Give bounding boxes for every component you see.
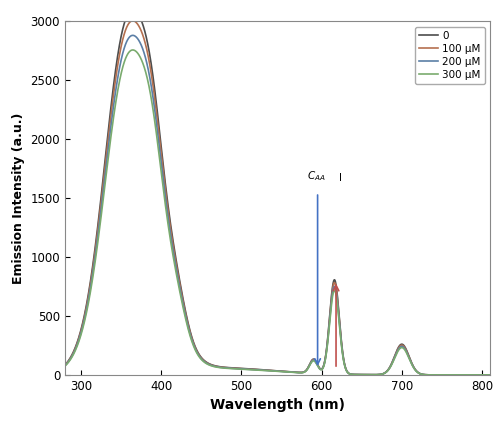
Legend: 0, 100 μM, 200 μM, 300 μM: 0, 100 μM, 200 μM, 300 μM xyxy=(415,26,485,84)
300 μM xyxy=(433,372,439,377)
300 μM xyxy=(130,47,136,52)
100 μM xyxy=(130,18,136,23)
0 xyxy=(130,7,136,12)
100 μM xyxy=(62,363,68,368)
300 μM xyxy=(244,367,250,372)
100 μM xyxy=(110,92,116,98)
0 xyxy=(244,366,250,371)
200 μM xyxy=(130,33,136,38)
Line: 0: 0 xyxy=(65,10,490,375)
100 μM xyxy=(433,372,439,377)
300 μM xyxy=(110,115,116,121)
200 μM xyxy=(479,372,485,377)
X-axis label: Wavelength (nm): Wavelength (nm) xyxy=(210,398,345,412)
100 μM xyxy=(225,365,231,370)
Text: $C_{AA}$: $C_{AA}$ xyxy=(306,169,326,183)
0 xyxy=(433,372,439,377)
200 μM xyxy=(433,372,439,377)
200 μM xyxy=(487,372,493,377)
200 μM xyxy=(225,366,231,371)
0 xyxy=(487,372,493,377)
Y-axis label: Emission Intensity (a.u.): Emission Intensity (a.u.) xyxy=(12,112,25,284)
0 xyxy=(110,83,116,89)
300 μM xyxy=(487,372,493,377)
0 xyxy=(479,372,485,377)
300 μM xyxy=(136,52,142,58)
200 μM xyxy=(244,366,250,371)
300 μM xyxy=(225,366,231,371)
0 xyxy=(136,13,142,18)
Line: 300 μM: 300 μM xyxy=(65,50,490,375)
200 μM xyxy=(110,104,116,109)
100 μM xyxy=(487,372,493,377)
100 μM xyxy=(244,366,250,371)
100 μM xyxy=(479,372,485,377)
300 μM xyxy=(479,372,485,377)
0 xyxy=(62,363,68,368)
300 μM xyxy=(62,363,68,368)
200 μM xyxy=(136,38,142,43)
Line: 100 μM: 100 μM xyxy=(65,21,490,375)
Line: 200 μM: 200 μM xyxy=(65,35,490,375)
Text: I: I xyxy=(338,173,342,183)
100 μM xyxy=(136,23,142,29)
200 μM xyxy=(62,363,68,368)
0 xyxy=(225,365,231,370)
